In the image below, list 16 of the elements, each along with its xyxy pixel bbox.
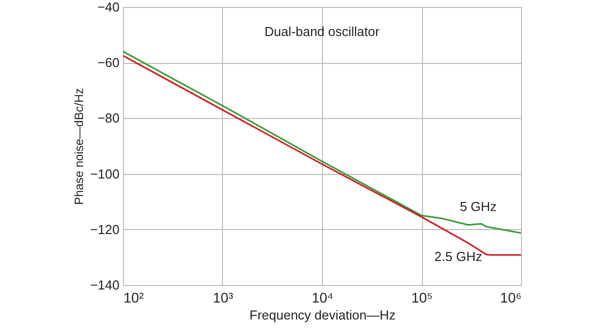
x-axis-title: Frequency deviation—Hz xyxy=(250,308,396,322)
y-tick-label: −40 xyxy=(97,0,120,14)
y-tick-label: −60 xyxy=(97,55,120,70)
x-tick-label: 10⁵ xyxy=(411,290,433,306)
y-axis-title: Phase noise—dBc/Hz xyxy=(72,88,86,205)
series-label: 2.5 GHz xyxy=(434,249,482,264)
y-tick-label: −120 xyxy=(90,222,120,237)
series-label: 5 GHz xyxy=(460,198,497,214)
text: Dual-band oscillator xyxy=(264,24,380,39)
y-tick-label: −80 xyxy=(97,110,120,126)
x-tick-label: 10⁶ xyxy=(500,290,522,306)
y-tick-label: −100 xyxy=(90,166,120,182)
x-tick-label: 10³ xyxy=(212,290,234,306)
x-tick-label: 10² xyxy=(124,290,144,306)
x-tick-label: 10⁴ xyxy=(312,290,334,306)
y-tick-label: −140 xyxy=(90,278,120,292)
